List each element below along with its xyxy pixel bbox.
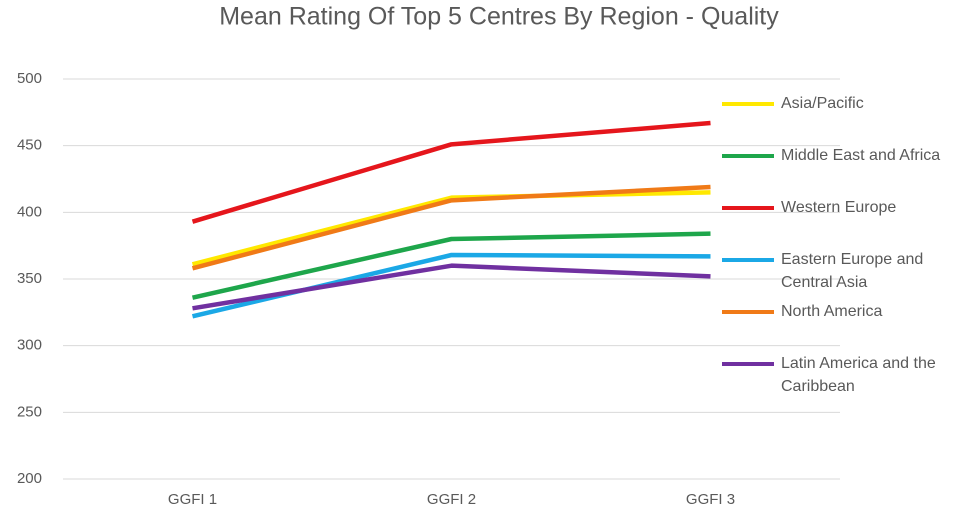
chart-title: Mean Rating Of Top 5 Centres By Region -… [219,3,779,31]
series-line [192,263,711,311]
y-tick-label: 400 [17,203,42,220]
y-tick-label: 350 [17,270,42,287]
legend-swatch [722,258,774,262]
y-tick-label: 200 [17,470,42,487]
series-line [192,231,711,300]
legend-item: Western Europe [722,198,967,219]
legend-item: North America [722,302,967,323]
series-line [191,190,711,267]
x-tick-label: GGFI 3 [686,491,735,508]
legend-swatch [722,310,774,314]
legend-label: Asia/Pacific [781,95,864,112]
legend-label: Eastern Europe and Central Asia [781,251,924,291]
legend-item: Eastern Europe and Central Asia [722,250,967,294]
legend-item: Middle East and Africa [722,146,967,167]
legend-label: Middle East and Africa [781,147,941,164]
legend-swatch [722,154,774,158]
series-line [191,184,711,271]
legend-item: Latin America and the Caribbean [722,354,967,398]
y-tick-label: 450 [17,137,42,154]
y-tick-label: 300 [17,337,42,354]
y-tick-label: 500 [17,70,42,87]
legend-swatch [722,206,774,210]
legend-swatch [722,362,774,366]
x-tick-label: GGFI 1 [168,491,217,508]
series-line [191,120,711,224]
legend-label: North America [781,303,883,320]
legend-item: Asia/Pacific [722,94,967,115]
legend-swatch [722,102,774,106]
x-tick-label: GGFI 2 [427,491,476,508]
legend-label: Latin America and the Caribbean [781,355,936,395]
legend-label: Western Europe [781,199,897,216]
y-tick-label: 250 [17,403,42,420]
